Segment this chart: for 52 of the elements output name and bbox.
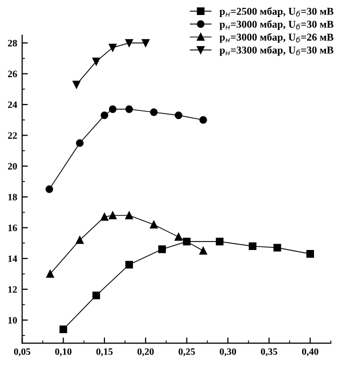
point bbox=[92, 58, 100, 66]
point bbox=[142, 39, 150, 47]
y-tick-label: 28 bbox=[8, 40, 17, 46]
point bbox=[108, 212, 117, 220]
x-tick-label: 0,40 bbox=[302, 348, 318, 356]
point bbox=[150, 108, 158, 116]
x-tick-label: 0,05 bbox=[14, 348, 30, 356]
point bbox=[125, 105, 133, 113]
point bbox=[125, 212, 133, 220]
point bbox=[76, 236, 84, 244]
x-tick-label: 0,30 bbox=[220, 348, 236, 356]
point bbox=[125, 260, 133, 268]
point bbox=[199, 246, 208, 255]
y-tick-label: 26 bbox=[8, 70, 18, 78]
point bbox=[216, 238, 224, 246]
point bbox=[46, 270, 54, 278]
x-tick-label: 0,10 bbox=[55, 348, 72, 356]
point bbox=[125, 39, 133, 47]
point bbox=[158, 245, 166, 254]
x-tick-label: 0,15 bbox=[96, 348, 113, 356]
point bbox=[46, 185, 54, 194]
y-tick-label: 12 bbox=[8, 286, 17, 293]
point bbox=[72, 80, 80, 88]
x-tick-label: 0,25 bbox=[178, 348, 195, 356]
point bbox=[76, 139, 84, 147]
point bbox=[108, 44, 117, 52]
point bbox=[108, 105, 117, 113]
point bbox=[306, 250, 314, 258]
legend-label: p$_{н}$=3000 мбар, U$_{б}$=26 мВ bbox=[220, 33, 334, 43]
point bbox=[273, 244, 282, 252]
x-tick-label: 0,35 bbox=[260, 348, 278, 356]
point bbox=[174, 233, 182, 241]
point bbox=[182, 238, 191, 246]
y-tick-label: 14 bbox=[8, 255, 18, 262]
y-tick-label: 10 bbox=[8, 316, 17, 324]
point bbox=[174, 111, 182, 120]
point bbox=[150, 220, 158, 228]
point bbox=[59, 326, 68, 334]
x-tick-label: 0,20 bbox=[137, 348, 154, 356]
legend-label: p$_{н}$=3300 мбар, U$_{б}$=30 мВ bbox=[220, 46, 334, 56]
y-tick-label: 22 bbox=[8, 132, 17, 139]
point bbox=[100, 111, 108, 120]
point bbox=[100, 213, 108, 221]
point bbox=[199, 116, 208, 124]
point bbox=[248, 242, 256, 250]
legend-label: p$_{н}$=2500 мбар, U$_{б}$=30 мВ bbox=[220, 7, 334, 17]
y-tick-label: 20 bbox=[8, 163, 17, 170]
y-tick-label: 16 bbox=[8, 224, 18, 232]
y-tick-label: 24 bbox=[8, 101, 18, 108]
y-tick-label: 18 bbox=[8, 194, 17, 200]
point bbox=[92, 292, 100, 300]
legend-label: p$_{н}$=3000 мбар, U$_{б}$=30 мВ bbox=[220, 20, 334, 30]
